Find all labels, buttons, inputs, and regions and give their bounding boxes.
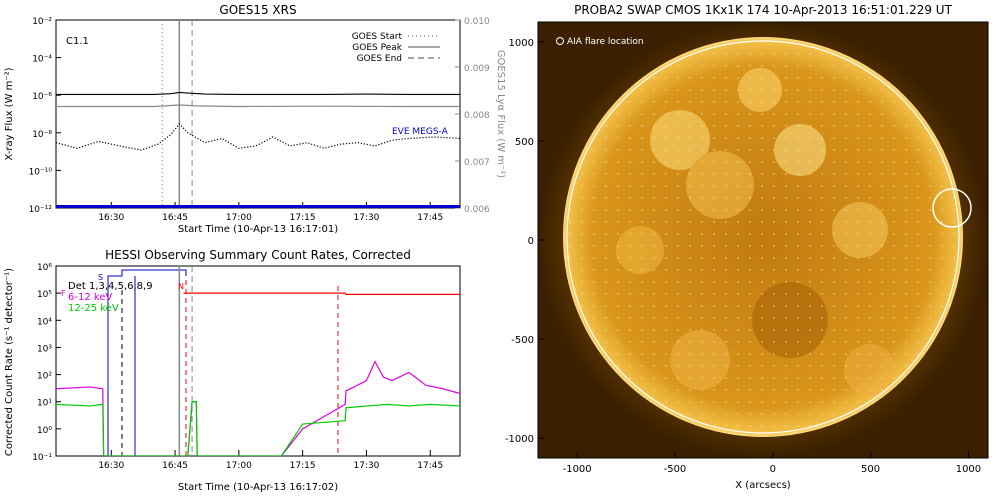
hessi-series [56,292,460,456]
aia-legend-symbol [556,37,564,45]
goes-y-tick-label: 10⁻¹² [29,205,53,215]
goes-x-tick-label: 17:15 [290,213,316,223]
hessi-attenuator-state-line [107,269,187,456]
hessi-y-axis-label: Corrected Count Rate (s⁻¹ detector⁻¹) [4,268,15,456]
hessi-y-ticks: 10⁶ 10⁵ 10⁴ 10³ 10² 10¹ 10⁰ 10⁻¹ [32,263,61,463]
hessi-flag-s: S [98,273,103,282]
swap-x-tick-label: -500 [664,464,687,475]
swap-panel: PROBA2 SWAP CMOS 1Kx1K 174 10-Apr-2013 1… [505,3,989,491]
hessi-panel: HESSI Observing Summary Count Rates, Cor… [4,248,461,493]
goes-y-tick-label: 10⁻² [32,17,52,27]
goes-y2-ticks: 0.010 0.009 0.008 0.007 0.006 [455,17,490,215]
hessi-flag-f: F [61,289,66,298]
swap-x-axis-label: X (arcsecs) [735,480,791,491]
goes-series-line [56,91,460,96]
goes-y2-tick-label: 0.006 [464,205,490,215]
hessi-y-tick-label: 10⁰ [37,426,52,436]
goes-title: GOES15 XRS [219,3,296,17]
hessi-x-tick-label: 17:15 [290,461,316,471]
goes-panel: GOES15 XRS 10⁻² 10⁻⁴ 10⁻⁶ 10⁻⁸ 10⁻¹⁰ 10⁻¹² 0.… [4,3,506,235]
hessi-y-tick-label: 10⁵ [37,290,52,300]
swap-y-ticks: 1000 500 0 -500 -1000 [505,38,544,445]
swap-title: PROBA2 SWAP CMOS 1Kx1K 174 10-Apr-2013 1… [574,3,952,17]
goes-legend-label: GOES End [357,54,402,64]
hessi-attenuator-lines [107,269,339,456]
goes-y-tick-label: 10⁻⁴ [32,55,52,65]
aia-legend-label: AIA flare location [567,37,644,47]
hessi-x-tick-label: 17:45 [417,461,443,471]
goes-y2-tick-label: 0.009 [464,64,490,74]
goes-series-line [56,104,460,108]
hessi-x-tick-label: 17:00 [226,461,252,471]
goes-y2-tick-label: 0.010 [464,17,490,27]
hessi-markers [178,266,193,456]
goes-series-line [56,122,460,151]
hessi-y-tick-label: 10¹ [37,399,52,409]
hessi-series-line [183,292,460,295]
goes-y-tick-label: 10⁻⁸ [32,130,52,140]
goes-y2-tick-label: 0.008 [464,111,490,121]
hessi-flag-n: N [178,282,184,291]
hessi-title: HESSI Observing Summary Count Rates, Cor… [105,248,411,262]
goes-y-ticks: 10⁻² 10⁻⁴ 10⁻⁶ 10⁻⁸ 10⁻¹⁰ 10⁻¹² [29,17,61,215]
goes-x-tick-label: 16:30 [98,213,124,223]
swap-y-tick-label: 0 [528,236,534,247]
goes-y-axis-label: X-ray Flux (W m⁻²) [4,67,15,160]
goes-y2-tick-label: 0.007 [464,158,490,168]
goes-annotation: C1.1 [66,36,89,47]
hessi-legend-label: 6-12 keV [68,292,112,303]
goes-legend-label: GOES Start [352,32,403,42]
swap-y-tick-label: 1000 [509,38,534,49]
goes-inline-label: EVE MEGS-A [392,127,449,137]
goes-x-axis-label: Start Time (10-Apr-13 16:17:01) [178,224,338,235]
swap-x-ticks: -1000 -500 0 500 1000 [563,452,981,475]
goes-y2-axis-label: GOES15 Lyα Flux (W m⁻²) [495,50,506,178]
hessi-x-ticks: 16:30 16:45 17:00 17:15 17:30 17:45 [98,450,443,471]
aia-flare-location-marker [932,188,972,228]
goes-legend-label: GOES Peak [352,43,402,53]
solar-coordinate-grid [567,41,959,433]
swap-y-tick-label: 500 [515,137,534,148]
hessi-series-line [56,360,460,456]
swap-y-tick-label: -1000 [505,434,534,445]
hessi-y-tick-label: 10³ [37,344,52,354]
swap-x-tick-label: -1000 [563,464,592,475]
goes-markers [161,20,193,208]
hessi-legend-label: 12-25 keV [68,303,119,314]
hessi-y-tick-label: 10⁴ [37,317,52,327]
hessi-y-tick-label: 10⁻¹ [32,453,52,463]
hessi-x-tick-label: 17:30 [353,461,379,471]
goes-series [56,91,460,208]
hessi-x-axis-label: Start Time (10-Apr-13 16:17:02) [178,482,338,493]
swap-x-tick-label: 1000 [956,464,981,475]
goes-x-tick-label: 17:00 [226,213,252,223]
swap-x-tick-label: 0 [770,464,776,475]
hessi-x-tick-label: 16:30 [98,461,124,471]
hessi-y-tick-label: 10² [37,372,52,382]
hessi-y-tick-label: 10⁶ [37,263,52,273]
swap-x-tick-label: 500 [861,464,880,475]
hessi-series-line [56,401,460,456]
goes-x-tick-label: 17:30 [353,213,379,223]
swap-y-tick-label: -500 [511,335,534,346]
goes-y-tick-label: 10⁻¹⁰ [29,167,53,177]
hessi-legend-label: Det 1,3,4,5,6,8,9 [68,281,153,292]
solar-limb [566,40,960,434]
goes-x-tick-label: 17:45 [417,213,443,223]
goes-y-tick-label: 10⁻⁶ [32,92,52,102]
hessi-x-tick-label: 16:45 [162,461,188,471]
goes-x-tick-label: 16:45 [162,213,188,223]
